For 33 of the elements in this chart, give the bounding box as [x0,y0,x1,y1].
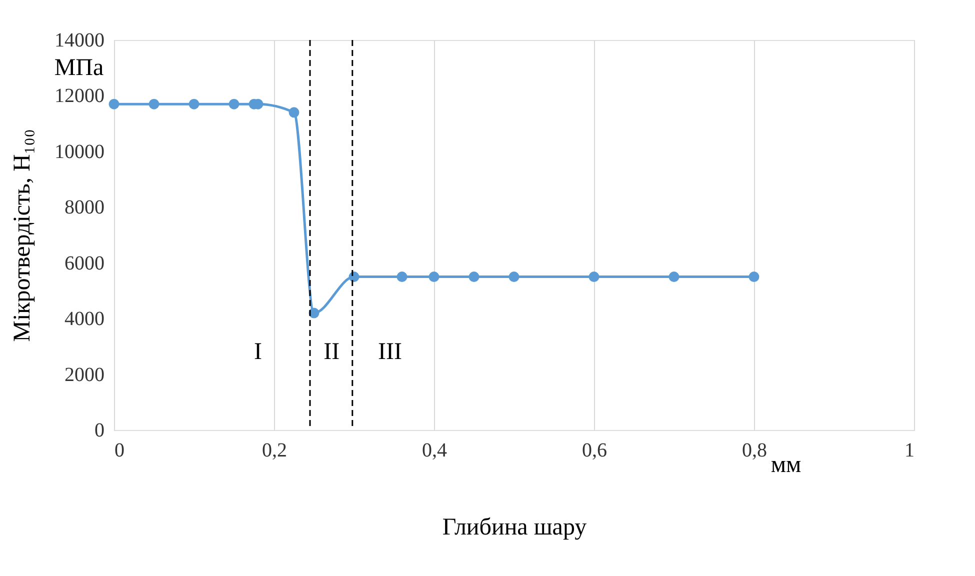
y-tick-label: 12000 [54,85,104,108]
point [188,98,200,110]
y-tick-label: 4000 [64,308,104,330]
x-axis-title: Глибина шару [442,514,587,540]
y-tick-label: 8000 [64,196,104,219]
point [288,107,300,118]
y-tick-label: 0 [94,420,104,442]
y-tick-label: 2000 [64,364,104,386]
annotation: II [324,339,340,365]
point [396,272,408,282]
x-tick-label: 1 [904,440,914,462]
x-tick-label: 0,8 [742,440,767,462]
y-tick-label: 10000 [54,140,104,163]
x-tick-label: 0,2 [262,440,287,462]
point [228,98,240,110]
point [668,272,680,282]
point [748,272,760,282]
text: МПа [54,55,104,81]
point [468,272,480,282]
point [148,98,160,110]
y-tick-label: 6000 [64,252,104,274]
point [588,272,600,282]
x-tick-label: 0,4 [422,440,447,462]
text: мм [770,452,802,478]
x-tick-label: 0,6 [582,440,607,462]
annotation: III [378,339,402,365]
y-tick-label: 14000 [54,30,104,52]
y-axis-title: Мікротвердість, H₁₀₀ [10,129,36,342]
annotation: I [254,339,262,365]
point [428,272,440,282]
point [508,272,520,282]
point [108,98,120,110]
x-tick-label: 0 [114,440,124,462]
